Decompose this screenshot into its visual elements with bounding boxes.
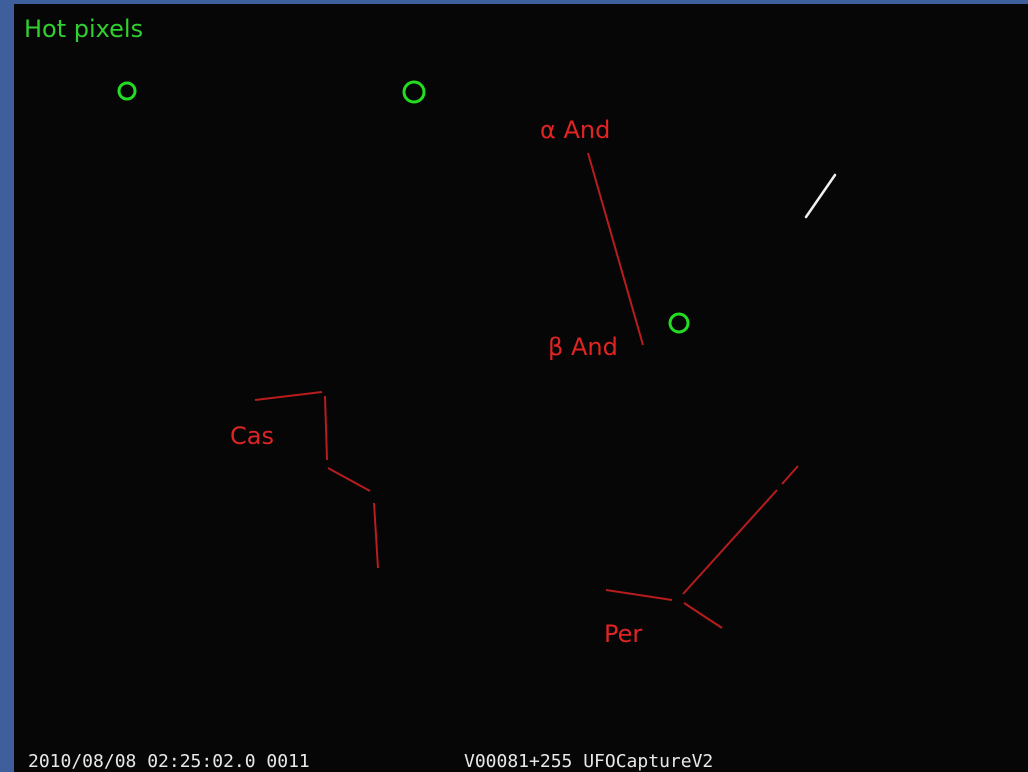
star-label: β And: [548, 333, 618, 361]
timestamp: 2010/08/08 02:25:02.0 0011: [28, 751, 310, 772]
star-label: α And: [540, 116, 610, 144]
title: Hot pixels: [24, 15, 143, 43]
constellation-label: Per: [604, 620, 642, 648]
page: Hot pixels α And β And Cas Per 2010/08/0…: [0, 0, 1028, 772]
screen: Hot pixels α And β And Cas Per 2010/08/0…: [0, 0, 1028, 772]
camera-id: V00081+255 UFOCaptureV2: [464, 751, 713, 772]
sky-image: [14, 4, 1028, 772]
constellation-label: Cas: [230, 422, 274, 450]
